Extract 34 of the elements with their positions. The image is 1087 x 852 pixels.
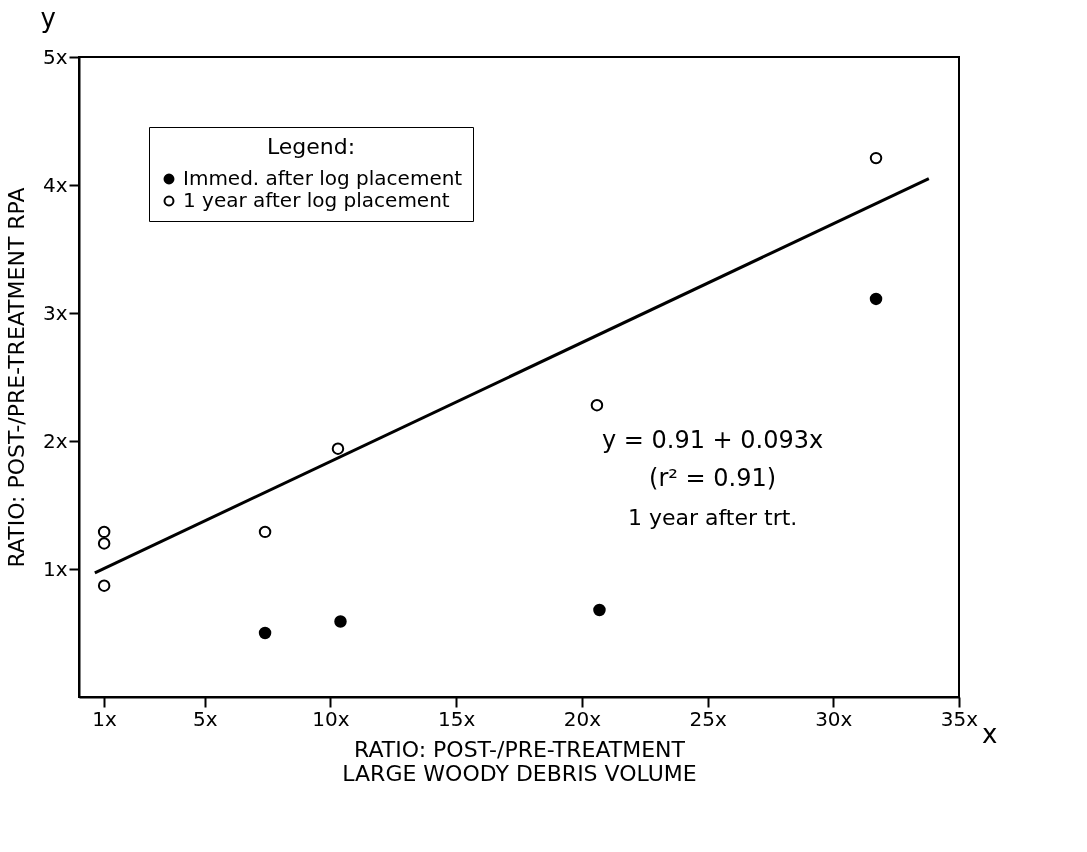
annotation: 1 year after trt.: [627, 504, 798, 530]
point: [593, 603, 606, 617]
x-tick-label: 20x: [563, 706, 602, 731]
x-tick-label: 10x: [312, 706, 350, 731]
point: [97, 525, 111, 539]
x-tick-label: 30x: [815, 706, 853, 731]
point: [258, 626, 272, 640]
text: y: [40, 2, 56, 33]
x-tick-label: 35x: [940, 706, 979, 731]
x-tick-label: 1x: [92, 706, 118, 731]
point: [97, 537, 111, 550]
point: [869, 292, 883, 306]
point: [334, 615, 347, 628]
x-axis-title: RATIO: POST-/PRE-TREATMENT LARGE WOODY DEBRIS VOLUME: [342, 736, 697, 786]
y-tick-label: 2x: [42, 428, 68, 453]
point: [97, 579, 111, 592]
y-axis-title: RATIO: POST-/PRE-TREATMENT RPA: [3, 187, 29, 568]
point: [331, 442, 345, 455]
x-tick-label: 25x: [689, 706, 727, 731]
y-tick-label: 5x: [42, 44, 68, 69]
point: [258, 525, 272, 539]
annotation: (r² = 0.91): [649, 464, 777, 493]
point: [590, 398, 604, 412]
y-tick-label: 4x: [42, 172, 68, 197]
x-tick-label: 5x: [192, 706, 218, 731]
y-tick-label: 3x: [42, 300, 68, 325]
point: [869, 151, 883, 165]
legend-label: 1 year after log placement: [183, 188, 450, 212]
legend-label: Immed. after log placement: [183, 166, 463, 190]
text: x: [982, 719, 998, 750]
legend-title: Legend:: [266, 134, 356, 159]
x-tick-label: 15x: [437, 706, 476, 731]
annotation: y = 0.91 + 0.093x: [601, 426, 824, 454]
y-tick-label: 1x: [42, 556, 68, 581]
